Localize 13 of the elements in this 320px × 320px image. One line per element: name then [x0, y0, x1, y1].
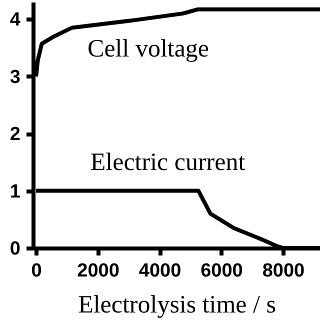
y-tick-label: 3: [10, 66, 20, 88]
y-tick-label: 1: [10, 181, 21, 202]
series-label: Electric current: [90, 148, 246, 176]
y-tick-label: 4: [10, 10, 21, 31]
x-tick-label: 6000: [200, 260, 243, 282]
x-tick-label: 8000: [262, 260, 305, 282]
x-axis-title: Electrolysis time / s: [78, 292, 276, 318]
x-tick-label: 2000: [77, 260, 120, 282]
y-tick-label: 0: [10, 238, 20, 260]
x-tick-label: 0: [31, 260, 42, 282]
x-tick-label: 4000: [138, 260, 182, 282]
y-tick-label: 2: [10, 124, 20, 146]
series-label: Cell voltage: [88, 36, 210, 63]
